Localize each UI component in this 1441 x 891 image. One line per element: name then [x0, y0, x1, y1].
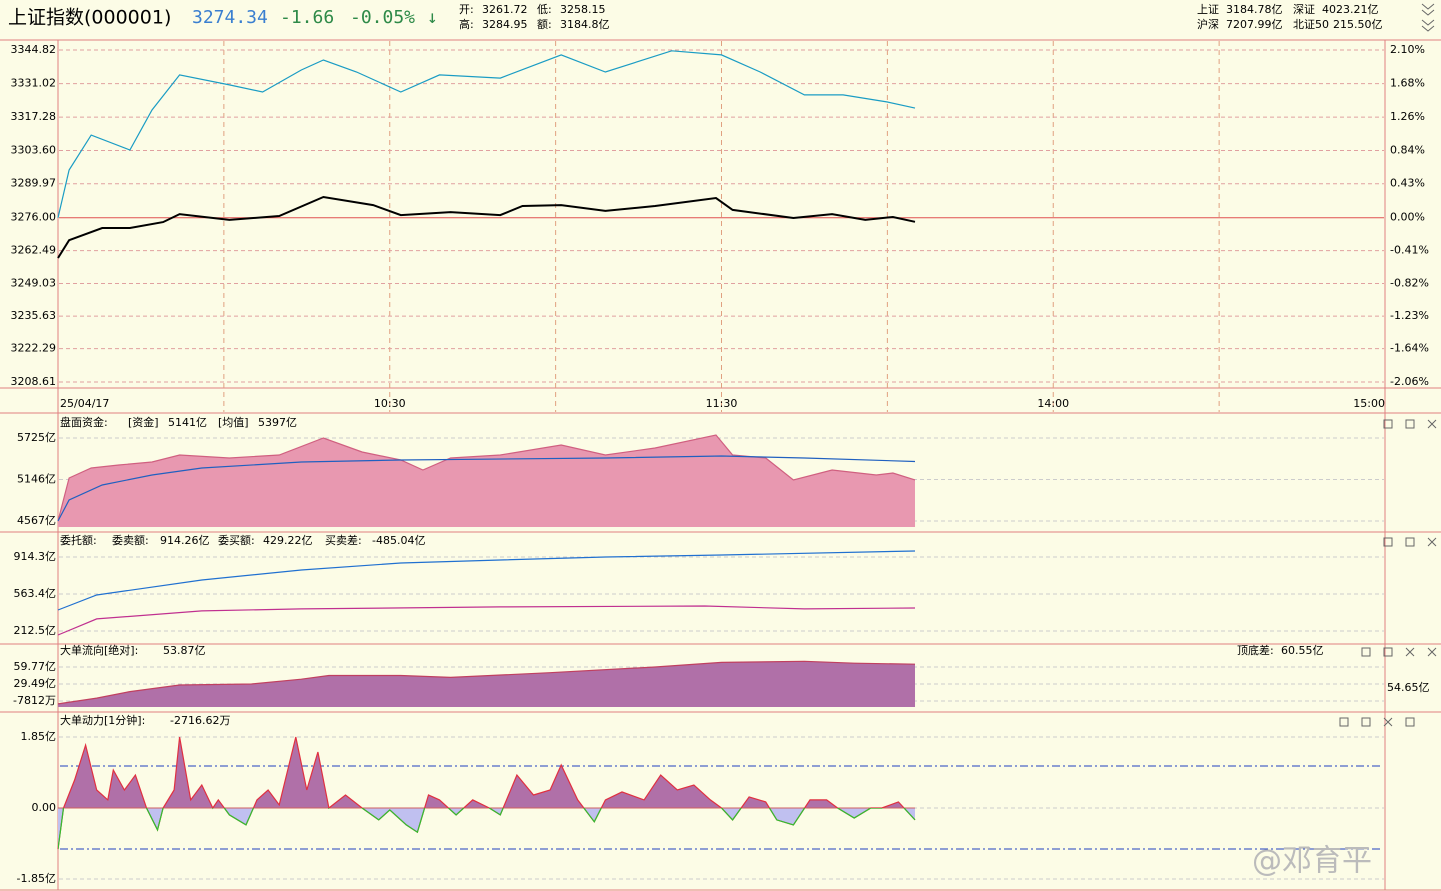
right-tick-label: -0.82%	[1390, 276, 1429, 289]
right-tick-label: 2.10%	[1390, 43, 1425, 56]
change: -1.66	[280, 7, 334, 28]
market-value: 3184.78亿	[1226, 3, 1283, 16]
x-tick-label: 25/04/17	[60, 397, 109, 410]
series-line	[57, 550, 916, 611]
y-tick-label: -1.85亿	[17, 872, 56, 885]
y-tick-label: 3222.29	[11, 342, 57, 355]
negative-line	[58, 808, 916, 850]
right-tick-label: -2.06%	[1390, 375, 1429, 388]
panel-header: [均值]	[218, 416, 249, 429]
market-value: 4023.21亿	[1322, 3, 1379, 16]
panel-header: 委买额:	[218, 534, 255, 547]
market-value: 215.50亿	[1333, 18, 1383, 31]
right-tick-label: -1.64%	[1390, 342, 1429, 355]
panel-header: 买卖差:	[325, 533, 362, 547]
panel-header: 5141亿	[168, 416, 207, 429]
panel-header: -485.04亿	[372, 534, 425, 547]
panel-header: [资金]	[128, 415, 159, 429]
panel-header: 委卖额:	[112, 534, 149, 547]
frame	[0, 39, 1441, 891]
market-label: 北证50	[1293, 18, 1329, 31]
panel-header: 429.22亿	[263, 534, 313, 547]
y-tick-label: 3317.28	[11, 110, 57, 123]
x-tick-label: 10:30	[374, 397, 406, 410]
panel-header: -2716.62万	[170, 714, 230, 727]
y-tick-label: 3276.00	[11, 211, 57, 224]
market-value: 7207.99亿	[1226, 18, 1283, 31]
x-tick-label: 15:00	[1353, 397, 1385, 410]
y-tick-label: 3208.61	[11, 375, 57, 388]
right-tick-label: 1.26%	[1390, 110, 1425, 123]
right-value: 54.65亿	[1387, 681, 1430, 694]
x-tick-label: 14:00	[1037, 397, 1069, 410]
market-label: 上证	[1197, 3, 1219, 16]
panel-header: 委托额:	[60, 533, 97, 547]
y-tick-label: 5725亿	[17, 431, 56, 444]
market-label: 沪深	[1197, 17, 1219, 31]
change-pct: -0.05%	[350, 7, 415, 28]
y-tick-label: 3344.82	[11, 43, 57, 56]
right-tick-label: -0.41%	[1390, 244, 1429, 257]
y-tick-label: 3289.97	[11, 177, 57, 190]
y-tick-label: 563.4亿	[14, 587, 57, 600]
panel-header: 盘面资金:	[60, 415, 108, 429]
panel-header: 5397亿	[258, 416, 297, 429]
series-line	[57, 660, 916, 705]
y-tick-label: 59.77亿	[14, 660, 57, 673]
price: 3274.34	[192, 7, 268, 28]
stat-value: 3284.95	[482, 18, 528, 31]
series-line	[57, 434, 916, 522]
y-tick-label: -7812万	[13, 694, 56, 707]
y-tick-label: 4567亿	[17, 514, 56, 527]
panel-header: 大单动力[1分钟]:	[60, 713, 145, 727]
y-tick-label: 914.3亿	[14, 550, 57, 563]
stat-value: 3261.72	[482, 3, 528, 16]
series-line	[57, 605, 916, 636]
title: 上证指数(000001)	[8, 7, 171, 29]
panel-header: 53.87亿	[163, 644, 206, 657]
y-tick-label: 212.5亿	[14, 624, 57, 637]
right-tick-label: 1.68%	[1390, 77, 1425, 90]
stat-label: 高:	[459, 17, 474, 31]
y-tick-label: 29.49亿	[14, 677, 57, 690]
watermark: @邓育平	[1252, 844, 1372, 879]
y-tick-label: 3249.03	[11, 276, 57, 289]
area-fill	[58, 435, 916, 527]
stat-label: 开:	[459, 3, 474, 16]
stat-label: 额:	[537, 18, 552, 31]
y-tick-label: 3331.02	[11, 77, 57, 90]
x-tick-label: 11:30	[706, 397, 738, 410]
series-line	[57, 195, 916, 259]
series-line	[57, 455, 916, 522]
market-label: 深证	[1293, 3, 1315, 16]
threshold-lines	[60, 765, 1383, 850]
arrow: ↓	[427, 7, 438, 28]
panel-header: 914.26亿	[160, 534, 210, 547]
y-tick-label: 5146亿	[17, 473, 56, 486]
y-tick-label: 3303.60	[11, 143, 57, 156]
y-tick-label: 3262.49	[11, 244, 57, 257]
stat-value: 3258.15	[560, 3, 606, 16]
panel-header: 60.55亿	[1281, 644, 1324, 657]
right-tick-label: 0.00%	[1390, 211, 1425, 224]
right-tick-label: 0.43%	[1390, 177, 1425, 190]
stat-value: 3184.8亿	[560, 18, 610, 31]
y-tick-label: 1.85亿	[21, 730, 57, 743]
panel-header: 大单流向[绝对]:	[60, 643, 138, 657]
right-tick-label: -1.23%	[1390, 309, 1429, 322]
right-tick-label: 0.84%	[1390, 143, 1425, 156]
series-line	[57, 50, 916, 218]
window-icons	[1339, 3, 1437, 727]
y-tick-label: 0.00	[32, 801, 57, 814]
area-fill	[58, 661, 916, 707]
stat-label: 低:	[537, 3, 552, 16]
panel-header: 顶底差:	[1237, 643, 1274, 657]
y-tick-label: 3235.63	[11, 309, 57, 322]
